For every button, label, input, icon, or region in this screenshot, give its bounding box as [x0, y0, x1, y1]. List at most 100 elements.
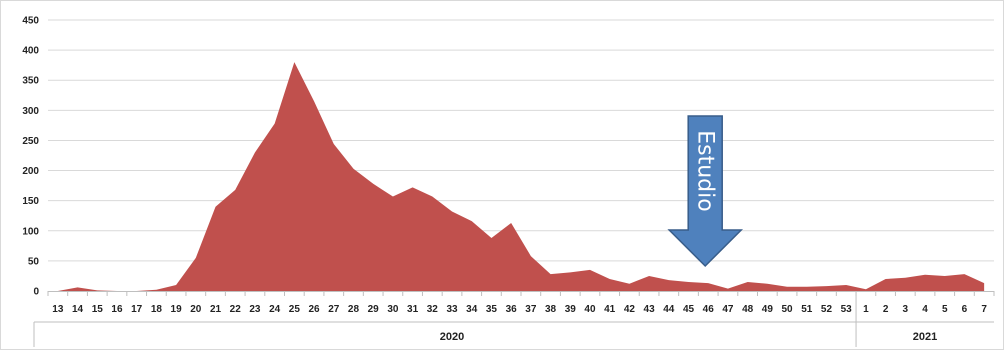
- data-point-47: [727, 288, 729, 290]
- data-point-4: [924, 274, 926, 276]
- data-point-19: [175, 284, 177, 286]
- x-tick-label-27: 27: [328, 304, 340, 315]
- x-tick-label-29: 29: [368, 304, 380, 315]
- data-point-37: [530, 255, 532, 257]
- x-tick-label-16: 16: [111, 304, 123, 315]
- x-tick-label-21: 21: [210, 304, 222, 315]
- data-point-45: [688, 281, 690, 283]
- x-tick-label-34: 34: [466, 304, 478, 315]
- x-tick-label-33: 33: [446, 304, 458, 315]
- data-point-35: [490, 237, 492, 239]
- data-point-52: [825, 285, 827, 287]
- annotation-down-arrow: [667, 115, 744, 268]
- x-tick-label-14: 14: [72, 304, 84, 315]
- x-tick-label-38: 38: [545, 304, 557, 315]
- data-point-21: [215, 206, 217, 208]
- data-point-27: [333, 143, 335, 145]
- x-tick-label-39: 39: [565, 304, 577, 315]
- data-point-41: [609, 278, 611, 280]
- x-tick-label-36: 36: [506, 304, 518, 315]
- data-point-7: [983, 282, 985, 284]
- data-point-50: [786, 286, 788, 288]
- x-tick-label-51: 51: [801, 304, 813, 315]
- x-tick-label-37: 37: [525, 304, 537, 315]
- y-tick-label-250: 250: [22, 136, 39, 147]
- data-point-26: [313, 100, 315, 102]
- x-tick-label-22: 22: [230, 304, 242, 315]
- data-point-20: [195, 257, 197, 259]
- data-point-23: [254, 151, 256, 153]
- x-tick-label-50: 50: [781, 304, 793, 315]
- data-point-44: [668, 279, 670, 281]
- x-tick-label-42: 42: [624, 304, 636, 315]
- x-tick-label-19: 19: [171, 304, 183, 315]
- x-tick-label-3: 3: [903, 304, 909, 315]
- data-point-39: [569, 271, 571, 273]
- x-tick-label-4: 4: [922, 304, 928, 315]
- data-point-51: [806, 286, 808, 288]
- x-tick-label-24: 24: [269, 304, 281, 315]
- data-point-29: [372, 183, 374, 185]
- x-tick-label-46: 46: [703, 304, 715, 315]
- x-tick-label-26: 26: [308, 304, 320, 315]
- data-point-49: [766, 283, 768, 285]
- y-tick-label-200: 200: [22, 166, 39, 177]
- data-point-34: [471, 220, 473, 222]
- x-tick-label-13: 13: [52, 304, 64, 315]
- year-label-2020: 2020: [440, 331, 464, 343]
- x-tick-label-18: 18: [151, 304, 163, 315]
- y-tick-label-150: 150: [22, 196, 39, 207]
- x-tick-label-7: 7: [981, 304, 987, 315]
- data-point-3: [904, 277, 906, 279]
- data-point-6: [963, 273, 965, 275]
- x-tick-label-35: 35: [486, 304, 498, 315]
- x-tick-label-6: 6: [962, 304, 968, 315]
- y-tick-label-300: 300: [22, 106, 39, 117]
- x-tick-label-48: 48: [742, 304, 754, 315]
- x-tick-label-20: 20: [190, 304, 202, 315]
- data-point-14: [77, 286, 79, 288]
- data-point-36: [510, 222, 512, 224]
- annotation-label: Estudio: [693, 130, 718, 211]
- x-tick-label-31: 31: [407, 304, 419, 315]
- area-series: [57, 62, 985, 291]
- data-point-31: [412, 186, 414, 188]
- data-point-43: [648, 275, 650, 277]
- x-tick-label-23: 23: [249, 304, 261, 315]
- x-tick-label-53: 53: [841, 304, 853, 315]
- x-tick-label-1: 1: [863, 304, 869, 315]
- x-tick-label-28: 28: [348, 304, 360, 315]
- data-point-24: [274, 123, 276, 125]
- x-tick-label-32: 32: [427, 304, 439, 315]
- y-tick-label-450: 450: [22, 16, 39, 27]
- y-tick-label-100: 100: [22, 226, 39, 237]
- data-point-32: [431, 195, 433, 197]
- x-tick-label-2: 2: [883, 304, 889, 315]
- x-tick-label-5: 5: [942, 304, 948, 315]
- data-point-33: [451, 211, 453, 213]
- data-point-53: [845, 284, 847, 286]
- x-tick-label-40: 40: [584, 304, 596, 315]
- y-tick-label-50: 50: [28, 256, 40, 267]
- data-point-5: [944, 275, 946, 277]
- y-tick-label-400: 400: [22, 46, 39, 57]
- x-tick-label-17: 17: [131, 304, 143, 315]
- x-tick-label-49: 49: [762, 304, 774, 315]
- x-tick-label-25: 25: [289, 304, 301, 315]
- data-point-30: [392, 195, 394, 197]
- x-tick-label-52: 52: [821, 304, 833, 315]
- data-point-22: [234, 189, 236, 191]
- x-tick-label-47: 47: [722, 304, 734, 315]
- y-tick-label-0: 0: [33, 287, 39, 298]
- data-point-42: [628, 283, 630, 285]
- data-point-38: [550, 273, 552, 275]
- year-label-2021: 2021: [913, 331, 937, 343]
- x-tick-label-41: 41: [604, 304, 616, 315]
- x-tick-label-45: 45: [683, 304, 695, 315]
- x-tick-label-30: 30: [387, 304, 399, 315]
- data-point-2: [885, 278, 887, 280]
- data-point-46: [707, 282, 709, 284]
- x-tick-label-44: 44: [663, 304, 675, 315]
